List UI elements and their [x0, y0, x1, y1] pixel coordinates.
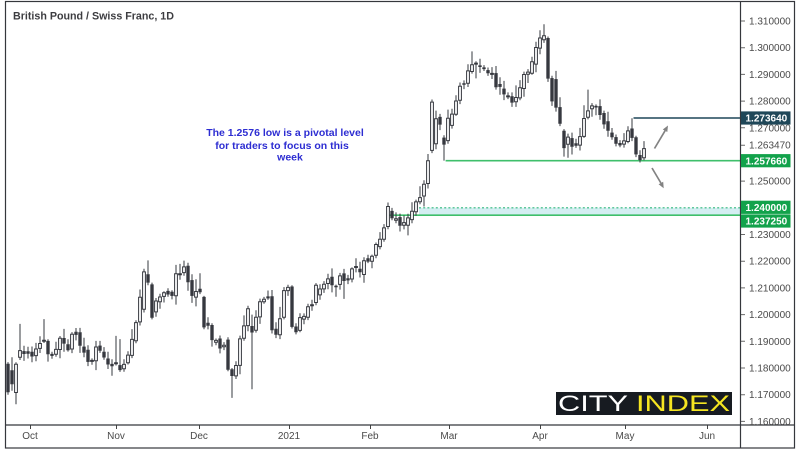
svg-text:1.310000: 1.310000 [749, 17, 791, 28]
svg-text:1.273640: 1.273640 [746, 114, 788, 125]
svg-text:1.200000: 1.200000 [749, 310, 791, 321]
svg-text:1.250000: 1.250000 [749, 177, 791, 188]
svg-text:2021: 2021 [278, 431, 301, 442]
svg-text:British Pound / Swiss Franc, 1: British Pound / Swiss Franc, 1D [13, 11, 174, 23]
svg-text:Jun: Jun [699, 431, 715, 442]
svg-text:1.190000: 1.190000 [749, 337, 791, 348]
svg-text:Apr: Apr [532, 431, 548, 442]
svg-text:Feb: Feb [361, 431, 379, 442]
svg-text:1.280000: 1.280000 [749, 97, 791, 108]
svg-text:1.263470: 1.263470 [749, 141, 791, 152]
svg-text:1.180000: 1.180000 [749, 364, 791, 375]
svg-text:1.220000: 1.220000 [749, 257, 791, 268]
svg-text:1.257660: 1.257660 [746, 156, 788, 167]
svg-text:1.290000: 1.290000 [749, 70, 791, 81]
svg-text:1.240000: 1.240000 [746, 203, 788, 214]
svg-text:CITY INDEX: CITY INDEX [558, 391, 730, 416]
svg-text:Oct: Oct [22, 431, 38, 442]
svg-text:1.230000: 1.230000 [749, 230, 791, 241]
svg-text:for traders to focus on this: for traders to focus on this [215, 140, 349, 152]
svg-text:May: May [616, 431, 635, 442]
svg-text:1.210000: 1.210000 [749, 283, 791, 294]
svg-text:The 1.2576 low is a pivotal le: The 1.2576 low is a pivotal level [206, 127, 364, 139]
svg-text:1.237250: 1.237250 [746, 217, 788, 228]
svg-text:1.170000: 1.170000 [749, 390, 791, 401]
svg-text:week: week [276, 152, 303, 164]
svg-text:1.300000: 1.300000 [749, 43, 791, 54]
svg-text:Mar: Mar [440, 431, 458, 442]
svg-text:1.160000: 1.160000 [749, 417, 791, 428]
svg-text:1.270000: 1.270000 [749, 123, 791, 134]
svg-text:Nov: Nov [107, 431, 125, 442]
svg-text:Dec: Dec [190, 431, 208, 442]
